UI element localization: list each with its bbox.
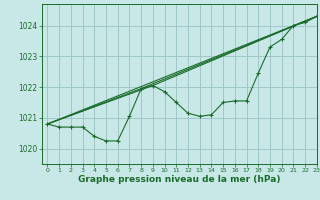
X-axis label: Graphe pression niveau de la mer (hPa): Graphe pression niveau de la mer (hPa)	[78, 175, 280, 184]
